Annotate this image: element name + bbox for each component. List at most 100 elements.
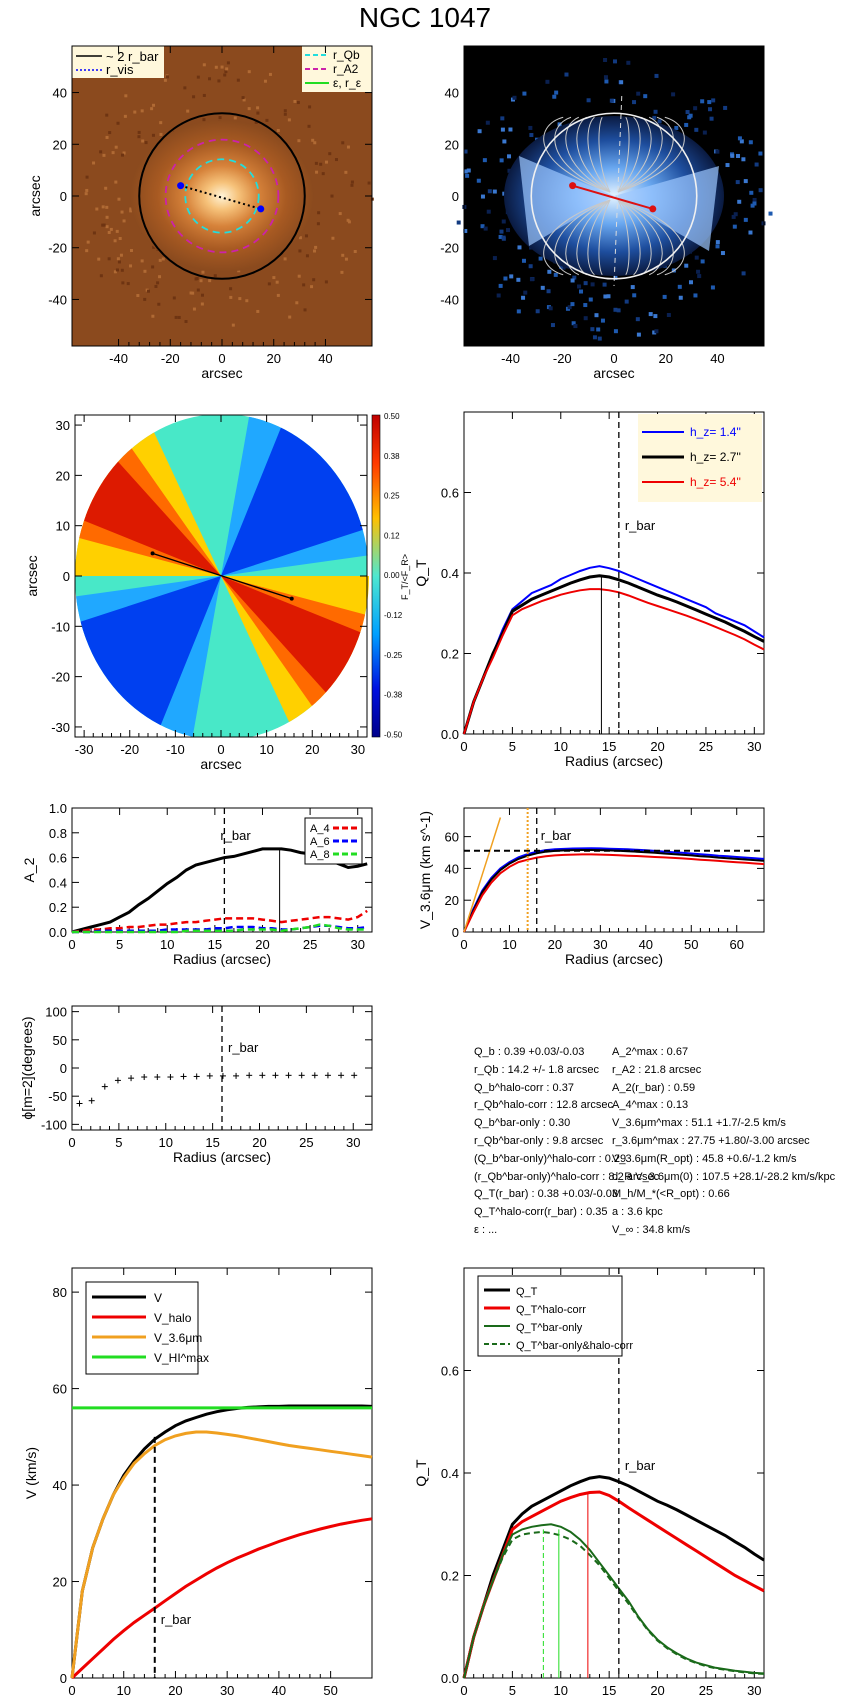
p5-xtick-label: 25 xyxy=(303,937,317,952)
p5-xlabel: Radius (arcsec) xyxy=(173,951,271,967)
p2-noise-pixel xyxy=(755,163,759,167)
p1-noise-pixel xyxy=(108,231,111,234)
p2-noise-pixel xyxy=(502,236,506,240)
stat-vmax: V_3.6μm^max : 51.1 +1.7/-2.5 km/s xyxy=(612,1115,835,1133)
p1-noise-pixel xyxy=(298,275,301,278)
stats-right-column: A_2^max : 0.67 r_A2 : 21.8 arcsec A_2(r_… xyxy=(612,1044,835,1240)
p6-xtick-label: 60 xyxy=(729,937,743,952)
p1-noise-pixel xyxy=(151,315,154,318)
p2-noise-pixel xyxy=(726,163,730,167)
p6-xtick-label: 50 xyxy=(684,937,698,952)
p1-noise-pixel xyxy=(106,225,109,228)
p1-noise-pixel xyxy=(150,107,153,110)
p2-bar-endpoint xyxy=(569,182,576,189)
p1-ytick-label: 20 xyxy=(53,137,67,152)
p2-noise-pixel xyxy=(484,227,488,231)
p4-xtick-label: 15 xyxy=(602,739,616,754)
p1-noise-pixel xyxy=(238,297,241,300)
p9-xtick-label: 40 xyxy=(272,1683,286,1698)
p1-noise-pixel xyxy=(319,163,322,166)
p1-noise-pixel xyxy=(192,95,195,98)
p2-noise-pixel xyxy=(493,256,497,260)
p1-noise-pixel xyxy=(201,294,204,297)
p1-noise-pixel xyxy=(339,212,342,215)
p1-noise-pixel xyxy=(215,66,218,69)
p10-ylabel: Q_T xyxy=(413,1459,429,1487)
p1-noise-pixel xyxy=(229,287,232,290)
p2-noise-pixel xyxy=(589,298,593,302)
p2-noise-pixel xyxy=(632,100,636,104)
p1-noise-pixel xyxy=(121,211,124,214)
p1-noise-pixel xyxy=(297,139,300,142)
p2-noise-pixel xyxy=(522,92,526,96)
p1-noise-pixel xyxy=(237,79,240,82)
p8-ytick-label: -100 xyxy=(41,1117,67,1132)
p1-ytick-label: 0 xyxy=(60,189,67,204)
p2-noise-pixel xyxy=(684,123,688,127)
p5-legend-label: A_6 xyxy=(310,836,330,848)
p1-xtick-label: 20 xyxy=(266,351,280,366)
p3-ytick-label: 20 xyxy=(56,468,70,483)
p1-noise-pixel xyxy=(124,115,127,118)
p1-noise-pixel xyxy=(308,105,311,108)
p1-noise-pixel xyxy=(203,94,206,97)
p1-noise-pixel xyxy=(223,73,226,76)
p1-noise-pixel xyxy=(129,264,132,267)
p2-noise-pixel xyxy=(700,99,704,103)
p2-noise-pixel xyxy=(769,212,773,216)
p2-noise-pixel xyxy=(522,259,526,263)
p1-noise-pixel xyxy=(86,176,89,179)
p1-noise-pixel xyxy=(297,101,300,104)
p2-noise-pixel xyxy=(671,92,675,96)
p2-noise-pixel xyxy=(696,270,700,274)
p2-noise-pixel xyxy=(678,285,682,289)
p2-noise-pixel xyxy=(653,314,657,318)
p1-noise-pixel xyxy=(141,109,144,112)
p8-ylabel: ϕ[m=2](degrees) xyxy=(19,1016,35,1119)
p10-xtick-label: 10 xyxy=(554,1683,568,1698)
p3-colorbar-tick: 0.00 xyxy=(384,571,400,580)
p1-noise-pixel xyxy=(269,73,272,76)
p2-noise-pixel xyxy=(744,179,748,183)
stat-a: a : 3.6 kpc xyxy=(612,1204,835,1222)
p3-ytick-label: -30 xyxy=(51,720,70,735)
p1-ytick-label: -20 xyxy=(48,241,67,256)
p1-xtick-label: -40 xyxy=(109,351,128,366)
p9-series-line-2 xyxy=(72,1432,372,1678)
p8-ytick-label: -50 xyxy=(48,1089,67,1104)
p1-noise-pixel xyxy=(256,310,259,313)
p1-noise-pixel xyxy=(185,320,188,323)
p2-noise-pixel xyxy=(587,98,591,102)
p10-xtick-label: 5 xyxy=(509,1683,516,1698)
p1-noise-pixel xyxy=(87,241,90,244)
p2-noise-pixel xyxy=(734,212,738,216)
p1-noise-pixel xyxy=(293,100,296,103)
p1-noise-pixel xyxy=(147,290,150,293)
p2-noise-pixel xyxy=(708,107,712,111)
p2-noise-pixel xyxy=(517,309,521,313)
p3-xlabel: arcsec xyxy=(200,756,241,772)
p5-ytick-label: 1.0 xyxy=(49,801,67,816)
p2-noise-pixel xyxy=(643,94,647,98)
p8-xtick-label: 10 xyxy=(159,1135,173,1150)
p1-noise-pixel xyxy=(92,161,95,164)
p2-noise-pixel xyxy=(654,74,658,78)
p1-noise-pixel xyxy=(154,285,157,288)
p1-noise-pixel xyxy=(200,279,203,282)
p2-noise-pixel xyxy=(626,61,630,65)
p10-ytick-label: 0.2 xyxy=(441,1569,459,1584)
p4-xtick-label: 5 xyxy=(509,739,516,754)
p1-noise-pixel xyxy=(284,113,287,116)
p2-noise-pixel xyxy=(749,140,753,144)
p8-xtick-label: 20 xyxy=(252,1135,266,1150)
p3-colorbar-tick: -0.38 xyxy=(384,691,403,700)
p1-noise-pixel xyxy=(276,281,279,284)
p10-legend-label: Q_T^halo-corr xyxy=(516,1304,586,1316)
p5-ytick-label: 0.6 xyxy=(49,851,67,866)
p6-frame xyxy=(464,808,764,932)
p10-legend-label: Q_T^bar-only&halo-corr xyxy=(516,1340,633,1352)
p2-noise-pixel xyxy=(716,244,720,248)
p6-xtick-label: 20 xyxy=(548,937,562,952)
p1-noise-pixel xyxy=(130,249,133,252)
p1-noise-pixel xyxy=(191,292,194,295)
